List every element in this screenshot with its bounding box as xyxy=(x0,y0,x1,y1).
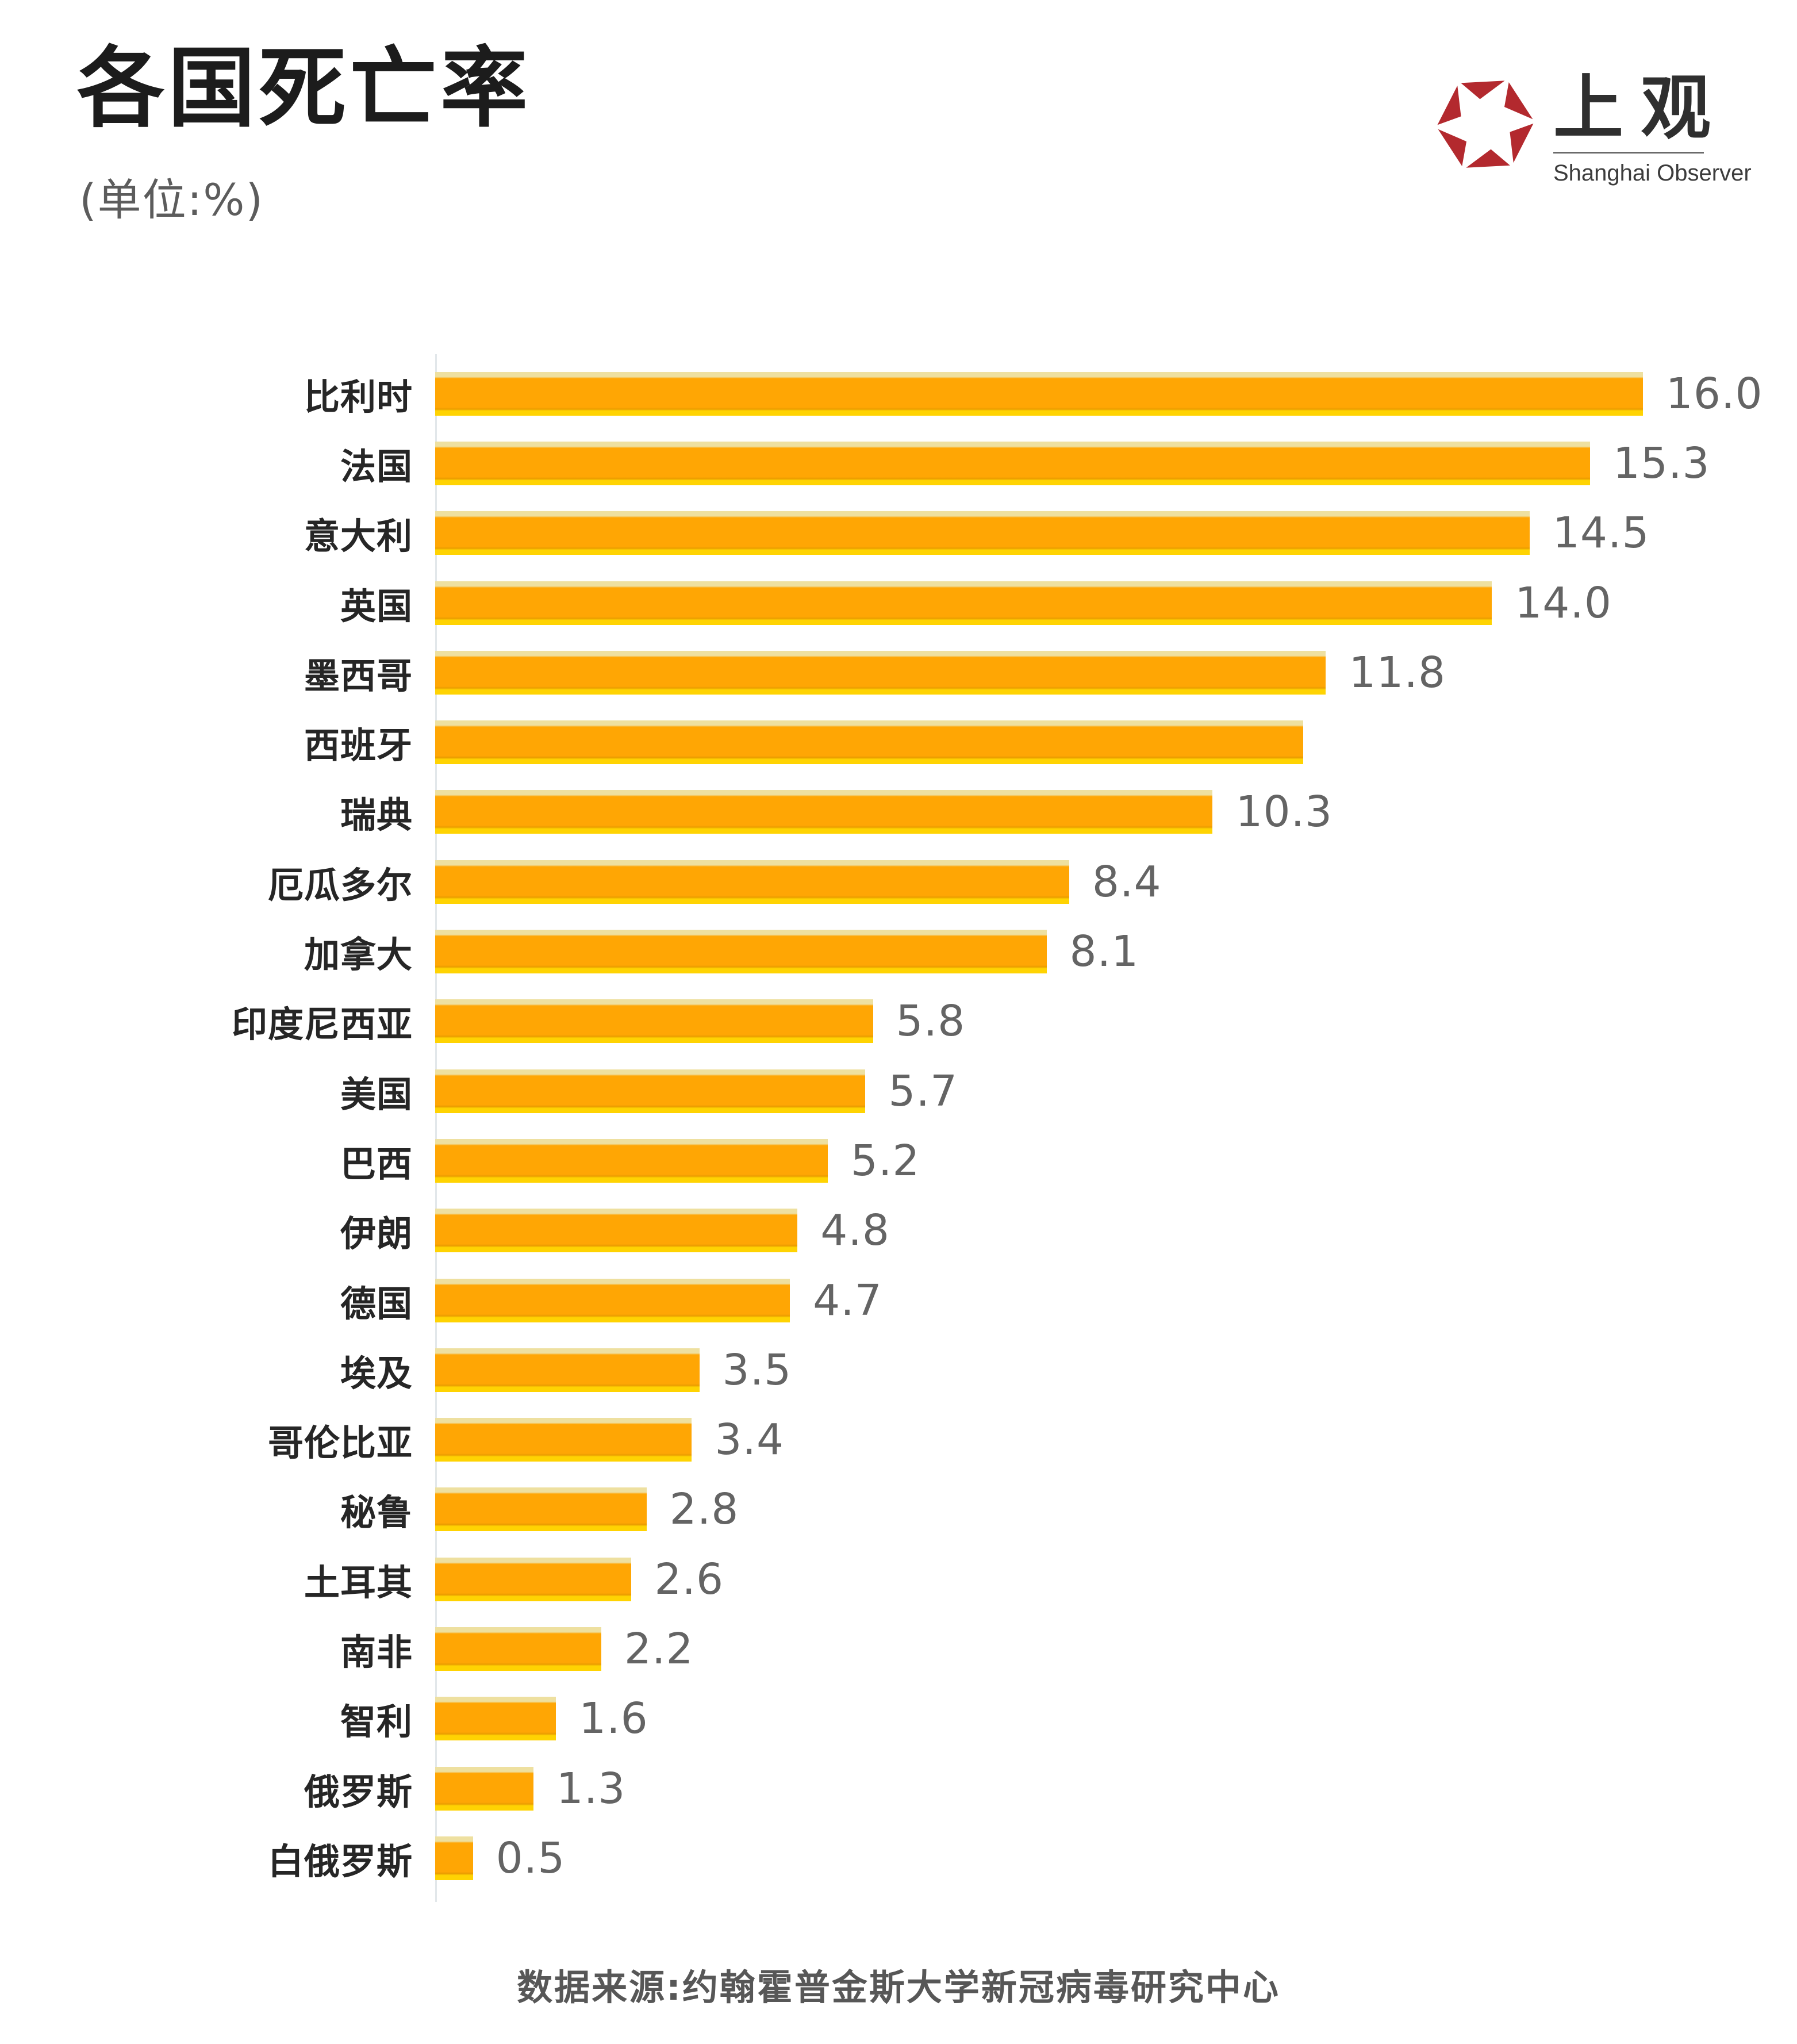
country-label: 比利时 xyxy=(304,375,413,418)
value-label: 4.8 xyxy=(820,1206,890,1256)
bar-伊朗 xyxy=(435,1209,798,1253)
country-label: 英国 xyxy=(340,585,413,627)
logo-text-block: 上观 Shanghai Observer xyxy=(1553,66,1752,186)
bar-德国 xyxy=(435,1278,790,1322)
country-label: 白俄罗斯 xyxy=(267,1840,413,1882)
bar-row: 美国 5.7 xyxy=(77,1056,1773,1126)
bar-row: 白俄罗斯 0.5 xyxy=(77,1823,1773,1893)
bar-row: 德国 4.7 xyxy=(77,1265,1773,1335)
country-label: 厄瓜多尔 xyxy=(267,864,413,906)
bar-英国 xyxy=(435,581,1492,625)
value-label: 14.5 xyxy=(1552,508,1650,558)
country-label: 美国 xyxy=(340,1073,413,1115)
country-label: 西班牙 xyxy=(304,724,413,767)
bar-row: 英国 14.0 xyxy=(77,568,1773,638)
bar-秘鲁 xyxy=(435,1487,647,1532)
logo-divider xyxy=(1553,151,1704,154)
bar-白俄罗斯 xyxy=(435,1836,473,1880)
country-label: 智利 xyxy=(340,1701,413,1743)
value-label: 5.7 xyxy=(888,1066,958,1116)
bar-土耳其 xyxy=(435,1557,632,1601)
bar-row: 西班牙 xyxy=(77,707,1773,777)
bar-厄瓜多尔 xyxy=(435,860,1069,904)
unit-subtitle: (单位:%) xyxy=(79,174,264,225)
bar-瑞典 xyxy=(435,790,1213,834)
bar-row: 埃及 3.5 xyxy=(77,1335,1773,1405)
bar-row: 秘鲁 2.8 xyxy=(77,1475,1773,1544)
value-label: 8.1 xyxy=(1069,927,1139,977)
value-label: 2.2 xyxy=(624,1624,694,1674)
aperture-hexagon-icon xyxy=(1433,76,1538,172)
bar-西班牙 xyxy=(435,720,1303,765)
shanghai-observer-logo: 上观 Shanghai Observer xyxy=(1433,66,1752,186)
country-label: 伊朗 xyxy=(340,1213,413,1255)
bar-美国 xyxy=(435,1069,866,1113)
country-label: 加拿大 xyxy=(304,934,413,976)
country-label: 埃及 xyxy=(340,1352,413,1394)
bar-row: 印度尼西亚 5.8 xyxy=(77,987,1773,1056)
country-label: 俄罗斯 xyxy=(304,1770,413,1813)
value-label: 3.4 xyxy=(715,1415,785,1465)
logo-en-wordmark: Shanghai Observer xyxy=(1553,160,1752,186)
bar-row: 加拿大 8.1 xyxy=(77,916,1773,986)
country-label: 土耳其 xyxy=(304,1561,413,1604)
bar-比利时 xyxy=(435,371,1643,416)
bar-row: 法国 15.3 xyxy=(77,428,1773,498)
bar-row: 比利时 16.0 xyxy=(77,359,1773,428)
value-label: 14.0 xyxy=(1515,578,1612,628)
country-label: 法国 xyxy=(340,445,413,488)
value-label: 2.6 xyxy=(654,1554,724,1604)
bar-chart: 比利时 16.0 法国 15.3 意大利 14.5 英国 14.0 墨西哥 11.8 西班牙瑞典 10… xyxy=(77,359,1773,1893)
chart-axis-line xyxy=(435,354,437,1902)
bar-row: 智利 1.6 xyxy=(77,1684,1773,1754)
bar-智利 xyxy=(435,1697,556,1741)
bar-法国 xyxy=(435,441,1590,485)
bar-埃及 xyxy=(435,1348,700,1392)
bar-哥伦比亚 xyxy=(435,1418,692,1462)
value-label: 11.8 xyxy=(1349,647,1446,697)
bar-row: 俄罗斯 1.3 xyxy=(77,1754,1773,1823)
country-label: 意大利 xyxy=(304,515,413,558)
bar-南非 xyxy=(435,1627,601,1671)
value-label: 0.5 xyxy=(496,1833,566,1883)
country-label: 巴西 xyxy=(340,1142,413,1185)
bar-墨西哥 xyxy=(435,650,1326,695)
logo-cn-wordmark: 上观 xyxy=(1553,66,1728,149)
bar-row: 巴西 5.2 xyxy=(77,1126,1773,1195)
bar-row: 意大利 14.5 xyxy=(77,498,1773,568)
bar-row: 土耳其 2.6 xyxy=(77,1544,1773,1614)
country-label: 南非 xyxy=(340,1631,413,1673)
value-label: 4.7 xyxy=(813,1275,882,1325)
data-source-note: 数据来源:约翰霍普金斯大学新冠病毒研究中心 xyxy=(517,1966,1280,2008)
bar-row: 瑞典 10.3 xyxy=(77,777,1773,847)
country-label: 印度尼西亚 xyxy=(231,1003,413,1046)
bar-row: 南非 2.2 xyxy=(77,1614,1773,1683)
country-label: 墨西哥 xyxy=(304,654,413,697)
bar-印度尼西亚 xyxy=(435,999,873,1044)
bar-加拿大 xyxy=(435,930,1047,974)
country-label: 瑞典 xyxy=(340,794,413,837)
bar-row: 墨西哥 11.8 xyxy=(77,638,1773,707)
country-label: 德国 xyxy=(340,1282,413,1325)
value-label: 2.8 xyxy=(669,1485,739,1535)
value-label: 16.0 xyxy=(1665,369,1763,419)
value-label: 15.3 xyxy=(1612,438,1710,488)
value-label: 3.5 xyxy=(722,1345,792,1395)
bar-意大利 xyxy=(435,511,1530,555)
value-label: 8.4 xyxy=(1092,857,1162,907)
bar-row: 哥伦比亚 3.4 xyxy=(77,1405,1773,1474)
country-label: 哥伦比亚 xyxy=(267,1422,413,1464)
page-title: 各国死亡率 xyxy=(77,37,531,139)
value-label: 5.2 xyxy=(850,1136,920,1186)
value-label: 10.3 xyxy=(1235,787,1333,837)
bar-巴西 xyxy=(435,1138,828,1183)
bar-row: 厄瓜多尔 8.4 xyxy=(77,847,1773,916)
value-label: 1.6 xyxy=(579,1694,648,1744)
country-label: 秘鲁 xyxy=(340,1491,413,1534)
bar-row: 伊朗 4.8 xyxy=(77,1196,1773,1265)
bar-俄罗斯 xyxy=(435,1766,533,1811)
value-label: 5.8 xyxy=(896,996,966,1046)
value-label: 1.3 xyxy=(556,1763,626,1813)
